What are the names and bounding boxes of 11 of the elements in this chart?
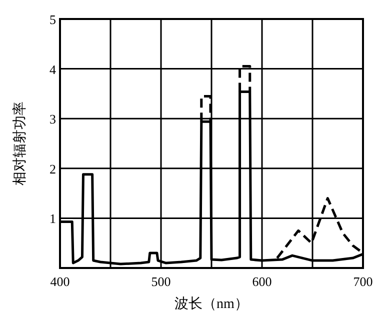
y-tick-label: 2 <box>50 161 56 176</box>
y-axis-title: 相对辐射功率 <box>12 102 28 186</box>
y-tick-label: 3 <box>50 112 56 127</box>
x-tick-label: 400 <box>50 274 70 289</box>
x-tick-label: 500 <box>151 274 171 289</box>
y-tick-label: 5 <box>50 12 56 27</box>
x-axis-title: 波长（nm） <box>174 296 248 312</box>
y-tick-label: 1 <box>50 211 56 226</box>
x-tick-label: 700 <box>353 274 373 289</box>
x-tick-label: 600 <box>252 274 272 289</box>
y-tick-label: 4 <box>50 62 56 77</box>
